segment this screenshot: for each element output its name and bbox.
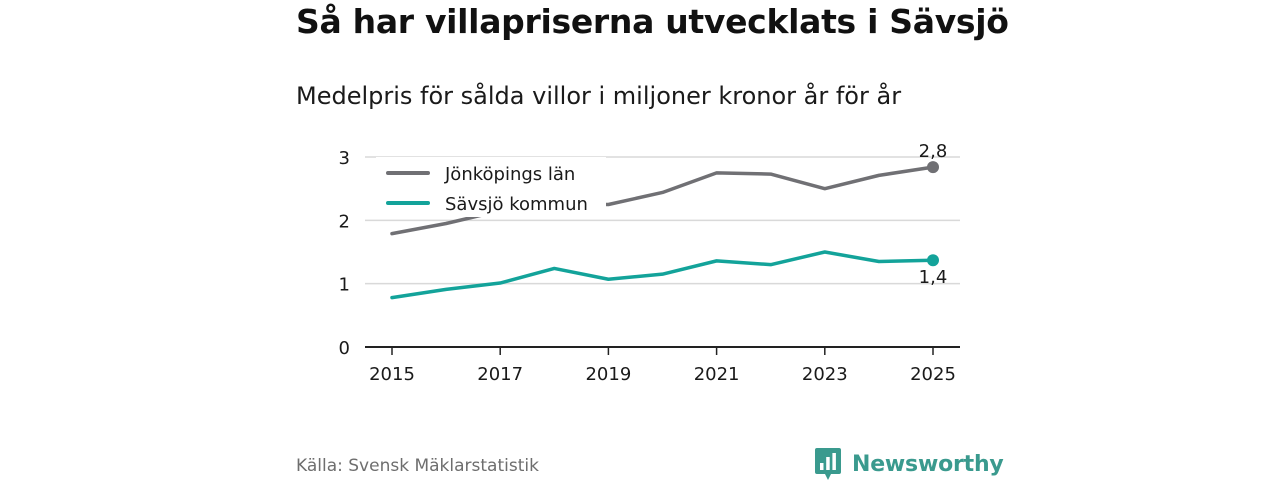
x-tick-label: 2023 [802, 364, 848, 385]
newsworthy-logo-text: Newsworthy [852, 451, 1004, 477]
legend-label-savsjo-kommun: Sävsjö kommun [445, 194, 588, 215]
x-tick-label: 2021 [694, 364, 740, 385]
x-tick-label: 2015 [369, 364, 415, 385]
end-label-savsjo-kommun: 1,4 [919, 267, 948, 288]
end-marker-savsjo-kommun [927, 254, 939, 267]
end-marker-jonkopings-lan [927, 161, 939, 174]
x-tick-label: 2017 [477, 364, 523, 385]
y-tick-label: 3 [339, 148, 350, 169]
x-tick-label: 2019 [585, 364, 631, 385]
end-label-jonkopings-lan: 2,8 [919, 141, 948, 162]
y-tick-label: 2 [339, 211, 350, 232]
legend-label-jonkopings-lan: Jönköpings län [444, 164, 575, 185]
newsworthy-logo: Newsworthy [814, 446, 1004, 482]
series-line-savsjo-kommun [390, 250, 935, 300]
x-tick-label: 2025 [910, 364, 956, 385]
source-note: Källa: Svensk Mäklarstatistik [296, 456, 539, 476]
legend-background [376, 157, 606, 217]
chart-title: Så har villapriserna utvecklats i Sävsjö [296, 2, 1009, 41]
y-tick-label: 0 [339, 338, 350, 359]
chart-subtitle: Medelpris för sålda villor i miljoner kr… [296, 82, 902, 110]
newsworthy-logo-icon [815, 448, 841, 480]
y-tick-label: 1 [339, 275, 350, 296]
